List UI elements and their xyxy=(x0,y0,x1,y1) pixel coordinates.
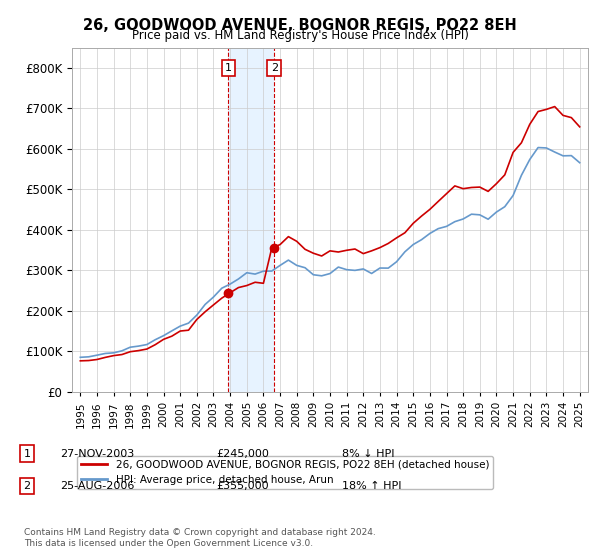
Text: Contains HM Land Registry data © Crown copyright and database right 2024.
This d: Contains HM Land Registry data © Crown c… xyxy=(24,528,376,548)
Text: 25-AUG-2006: 25-AUG-2006 xyxy=(60,481,134,491)
Text: 2: 2 xyxy=(23,481,31,491)
Text: 2: 2 xyxy=(271,63,278,73)
Text: Price paid vs. HM Land Registry's House Price Index (HPI): Price paid vs. HM Land Registry's House … xyxy=(131,29,469,42)
Text: 27-NOV-2003: 27-NOV-2003 xyxy=(60,449,134,459)
Text: 26, GOODWOOD AVENUE, BOGNOR REGIS, PO22 8EH: 26, GOODWOOD AVENUE, BOGNOR REGIS, PO22 … xyxy=(83,18,517,33)
Text: 1: 1 xyxy=(225,63,232,73)
Text: 1: 1 xyxy=(23,449,31,459)
Text: £245,000: £245,000 xyxy=(216,449,269,459)
Bar xyxy=(229,48,274,392)
Legend: 26, GOODWOOD AVENUE, BOGNOR REGIS, PO22 8EH (detached house), HPI: Average price: 26, GOODWOOD AVENUE, BOGNOR REGIS, PO22 … xyxy=(77,456,493,489)
Text: 18% ↑ HPI: 18% ↑ HPI xyxy=(342,481,401,491)
Text: 8% ↓ HPI: 8% ↓ HPI xyxy=(342,449,395,459)
Text: £355,000: £355,000 xyxy=(216,481,269,491)
